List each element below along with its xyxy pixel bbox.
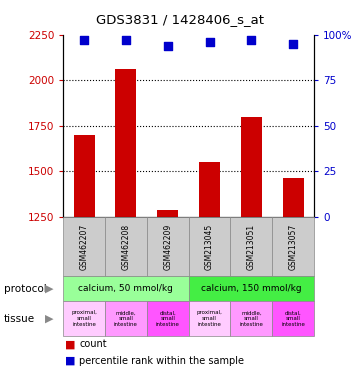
Text: middle,
small
intestine: middle, small intestine (114, 310, 138, 327)
Text: distal,
small
intestine: distal, small intestine (281, 310, 305, 327)
Text: middle,
small
intestine: middle, small intestine (239, 310, 263, 327)
Point (165, 43, 171, 49)
Text: count: count (79, 339, 107, 349)
Text: ■: ■ (65, 339, 75, 349)
Text: GSM213045: GSM213045 (205, 223, 214, 270)
Text: calcium, 50 mmol/kg: calcium, 50 mmol/kg (78, 285, 173, 293)
Bar (283, 178, 304, 384)
Bar (241, 117, 262, 384)
Text: GSM213057: GSM213057 (289, 223, 298, 270)
Bar (116, 69, 136, 384)
Point (290, 41, 296, 47)
Text: GSM213051: GSM213051 (247, 223, 256, 270)
Text: distal,
small
intestine: distal, small intestine (156, 310, 180, 327)
Text: calcium, 150 mmol/kg: calcium, 150 mmol/kg (201, 285, 302, 293)
Point (123, 37, 129, 43)
Text: proximal,
small
intestine: proximal, small intestine (71, 310, 97, 327)
Point (206, 39, 212, 45)
Point (81, 37, 87, 43)
Text: GSM462209: GSM462209 (163, 223, 172, 270)
Text: protocol: protocol (4, 284, 46, 294)
Text: GSM462208: GSM462208 (121, 223, 130, 270)
Text: percentile rank within the sample: percentile rank within the sample (79, 356, 244, 366)
Text: ▶: ▶ (44, 314, 53, 324)
Bar (74, 135, 95, 384)
Bar (199, 162, 220, 384)
Text: GDS3831 / 1428406_s_at: GDS3831 / 1428406_s_at (96, 13, 265, 26)
Point (248, 37, 254, 43)
Bar (157, 210, 178, 384)
Text: tissue: tissue (4, 314, 35, 324)
Text: GSM462207: GSM462207 (79, 223, 88, 270)
Text: proximal,
small
intestine: proximal, small intestine (197, 310, 222, 327)
Text: ▶: ▶ (44, 284, 53, 294)
Text: ■: ■ (65, 356, 75, 366)
